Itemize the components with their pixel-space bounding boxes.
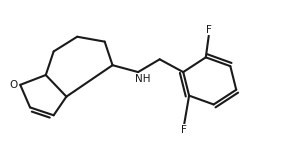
Text: F: F	[206, 25, 212, 35]
Text: O: O	[9, 80, 18, 90]
Text: F: F	[181, 125, 187, 135]
Text: NH: NH	[135, 74, 151, 84]
